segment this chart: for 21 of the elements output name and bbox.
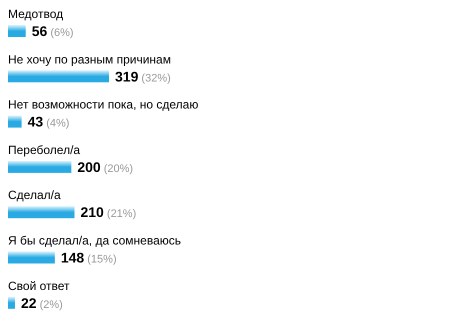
y-tick-label: Медотвод [8, 7, 64, 21]
data-label: 200 (20%) [77, 158, 134, 175]
bar [8, 70, 109, 82]
data-label: 148 (15%) [60, 250, 117, 266]
y-tick-label: Сделал/а [8, 188, 61, 202]
y-tick-label: Я бы сделал/а, да сомневаюсь [8, 234, 181, 248]
y-tick-label: Нет возможности пока, но сделаю [8, 98, 198, 112]
bar [8, 252, 55, 264]
bar [8, 116, 22, 128]
y-tick-label: Свой ответ [8, 278, 70, 293]
y-tick-label: Переболел/а [8, 142, 80, 157]
data-label: 43 (4%) [28, 114, 70, 130]
y-tick-label: Не хочу по разным причинам [8, 52, 171, 66]
bar [8, 160, 72, 173]
data-label: 56 (6%) [32, 23, 74, 39]
bar [8, 296, 15, 309]
data-label: 22 (2%) [20, 294, 63, 311]
data-label: 210 (21%) [80, 204, 136, 220]
data-label: 319 (32%) [115, 68, 171, 84]
bar [8, 206, 74, 218]
bar [8, 25, 26, 37]
